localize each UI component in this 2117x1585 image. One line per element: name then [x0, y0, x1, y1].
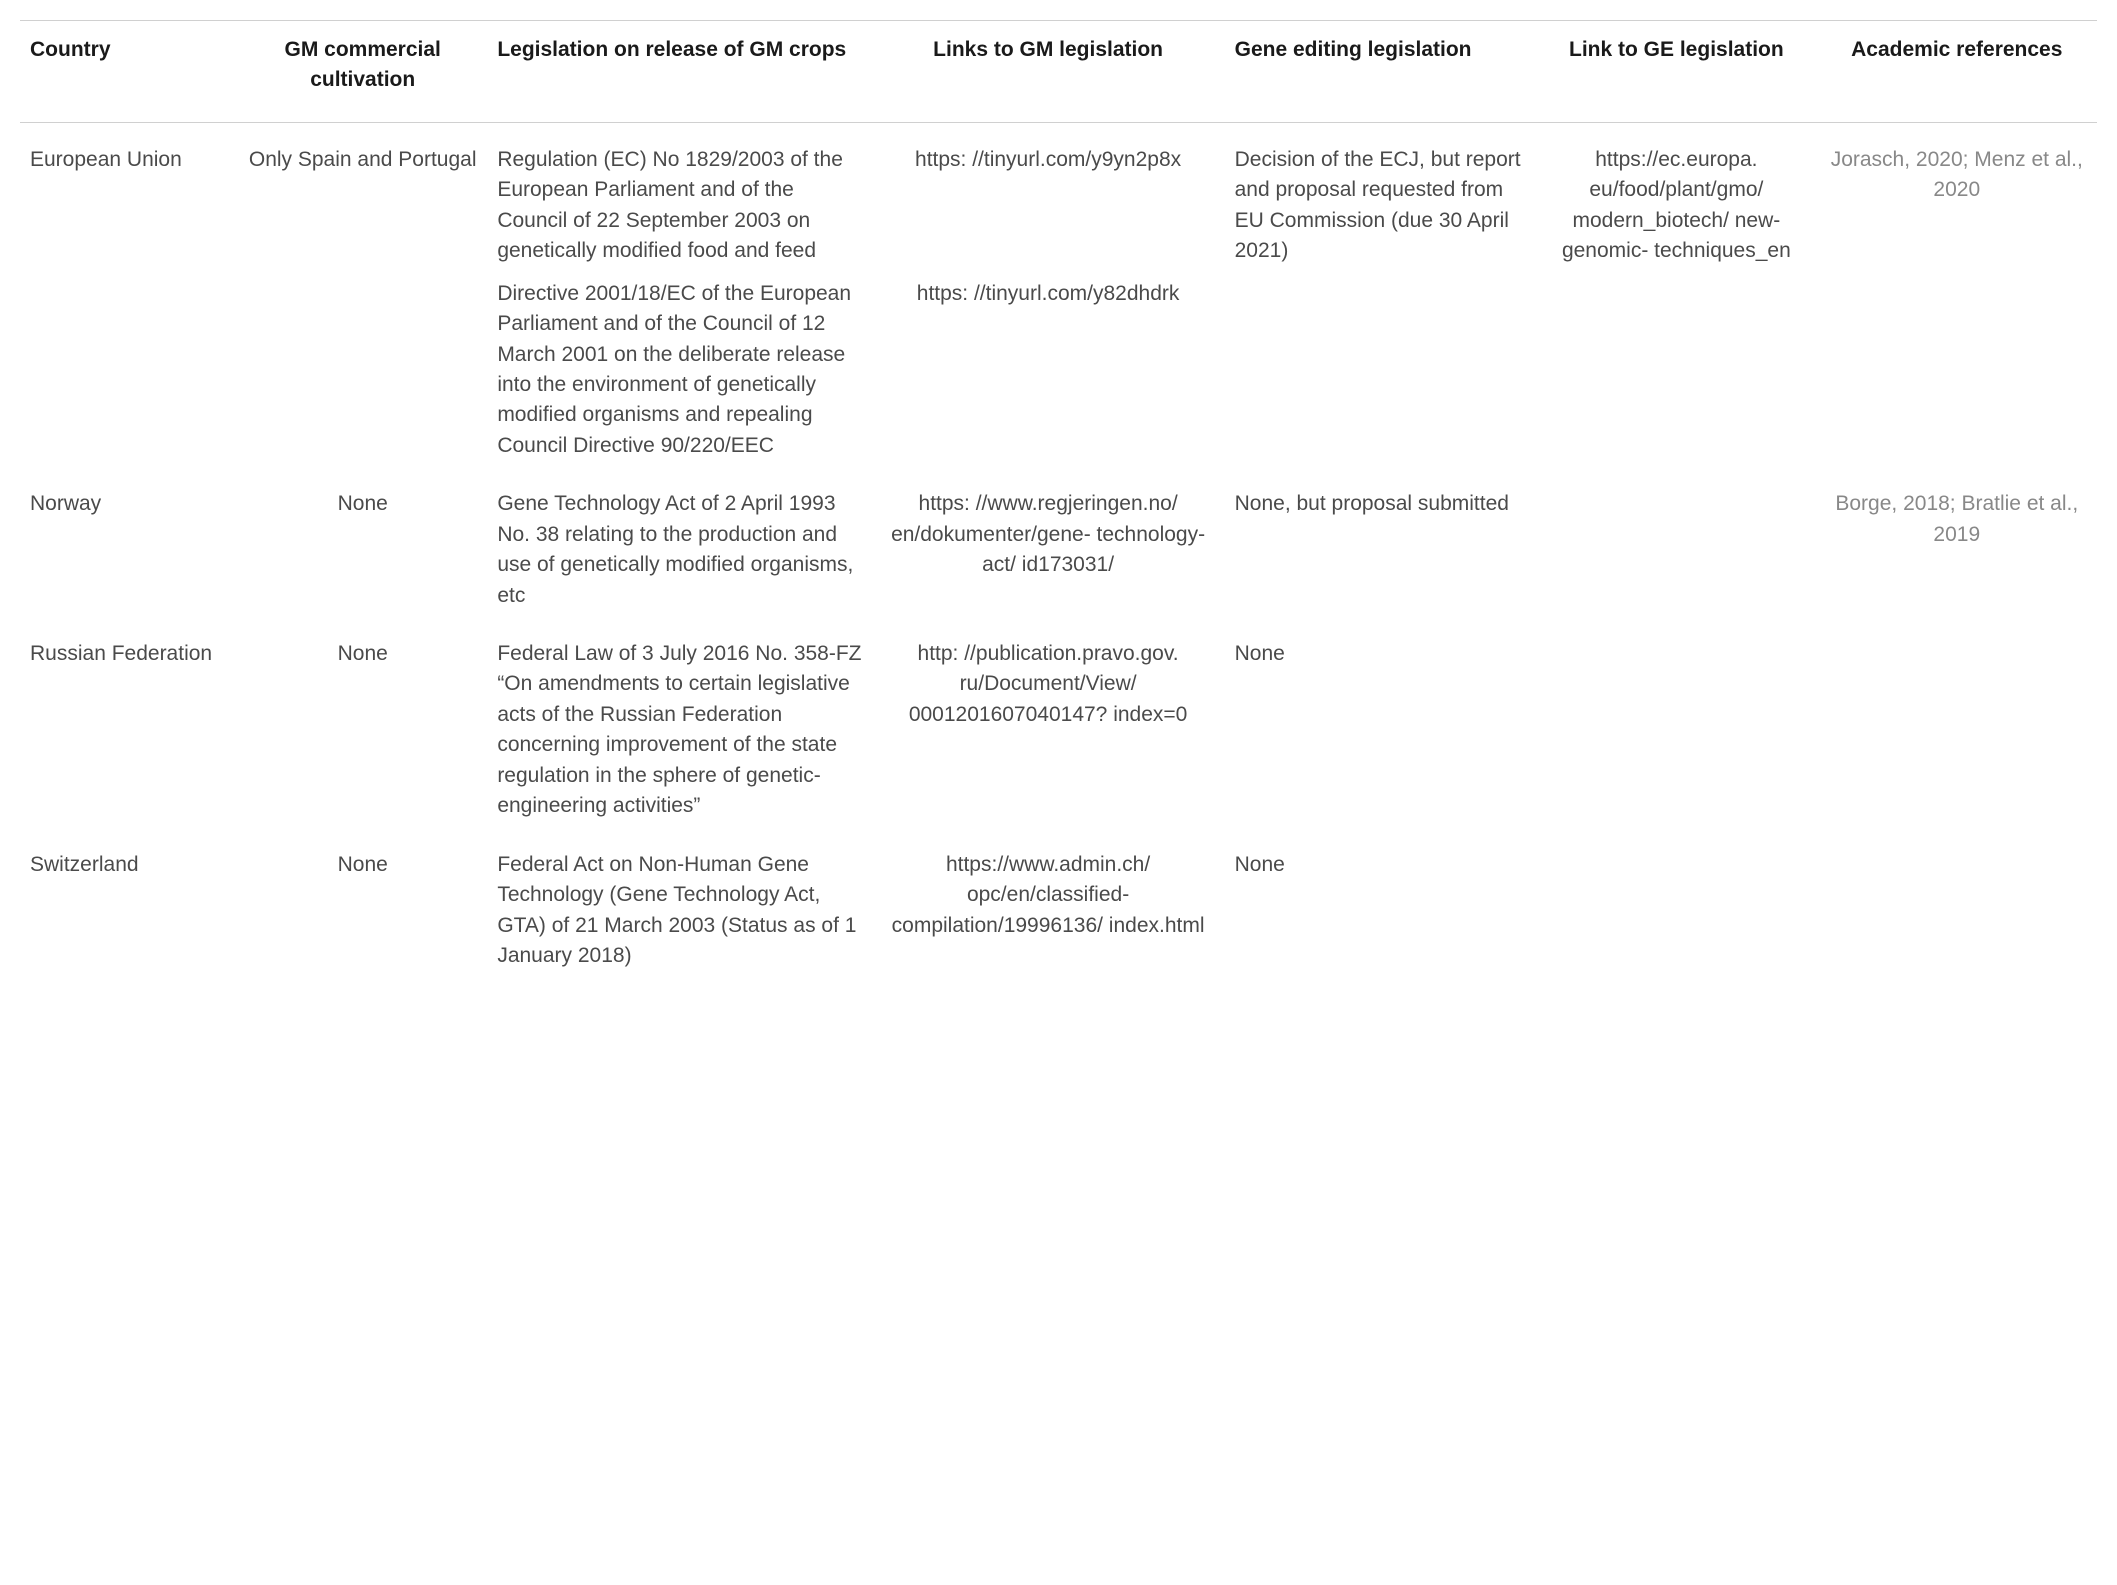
table-cell [1817, 273, 2097, 468]
table-cell: https://www.admin.ch/ opc/en/classified-… [872, 828, 1225, 978]
table-cell: None [238, 617, 487, 828]
table-cell: Regulation (EC) No 1829/2003 of the Euro… [487, 122, 871, 272]
table-cell [1817, 828, 2097, 978]
table-cell: https://ec.europa. eu/food/plant/gmo/ mo… [1536, 122, 1816, 272]
table-cell [1225, 273, 1537, 468]
table-cell: None, but proposal submitted [1225, 467, 1537, 617]
table-cell [1536, 273, 1816, 468]
table-cell [1536, 828, 1816, 978]
table-cell: None [1225, 617, 1537, 828]
table-cell: Russian Federation [20, 617, 238, 828]
column-header: Gene editing legislation [1225, 21, 1537, 123]
table-cell [20, 273, 238, 468]
table-cell: Federal Law of 3 July 2016 No. 358-FZ “O… [487, 617, 871, 828]
table-cell: Directive 2001/18/EC of the European Par… [487, 273, 871, 468]
table-cell: Decision of the ECJ, but report and prop… [1225, 122, 1537, 272]
table-row: Directive 2001/18/EC of the European Par… [20, 273, 2097, 468]
table-cell: Switzerland [20, 828, 238, 978]
column-header: GM commercial cultivation [238, 21, 487, 123]
table-cell: Only Spain and Portugal [238, 122, 487, 272]
table-cell [1817, 617, 2097, 828]
table-cell: https: //www.regjeringen.no/ en/dokument… [872, 467, 1225, 617]
table-cell: Borge, 2018; Bratlie et al., 2019 [1817, 467, 2097, 617]
table-cell: None [1225, 828, 1537, 978]
column-header: Links to GM legislation [872, 21, 1225, 123]
table-cell: https: //tinyurl.com/y82dhdrk [872, 273, 1225, 468]
table-header: CountryGM commercial cultivationLegislat… [20, 21, 2097, 123]
table-cell: European Union [20, 122, 238, 272]
table-row: Russian FederationNoneFederal Law of 3 J… [20, 617, 2097, 828]
column-header: Link to GE legislation [1536, 21, 1816, 123]
table-cell: None [238, 467, 487, 617]
column-header: Country [20, 21, 238, 123]
table-cell: Jorasch, 2020; Menz et al., 2020 [1817, 122, 2097, 272]
column-header: Academic references [1817, 21, 2097, 123]
table-cell [1536, 467, 1816, 617]
table-cell: Federal Act on Non-Human Gene Technology… [487, 828, 871, 978]
table-cell: https: //tinyurl.com/y9yn2p8x [872, 122, 1225, 272]
table-row: NorwayNoneGene Technology Act of 2 April… [20, 467, 2097, 617]
table-row: SwitzerlandNoneFederal Act on Non-Human … [20, 828, 2097, 978]
table-cell: Gene Technology Act of 2 April 1993 No. … [487, 467, 871, 617]
table-cell: None [238, 828, 487, 978]
legislation-table: CountryGM commercial cultivationLegislat… [20, 20, 2097, 977]
table-body: European UnionOnly Spain and PortugalReg… [20, 122, 2097, 977]
table-cell [238, 273, 487, 468]
column-header: Legislation on release of GM crops [487, 21, 871, 123]
table-cell [1536, 617, 1816, 828]
table-row: European UnionOnly Spain and PortugalReg… [20, 122, 2097, 272]
table-cell: http: //publication.pravo.gov. ru/Docume… [872, 617, 1225, 828]
table-cell: Norway [20, 467, 238, 617]
